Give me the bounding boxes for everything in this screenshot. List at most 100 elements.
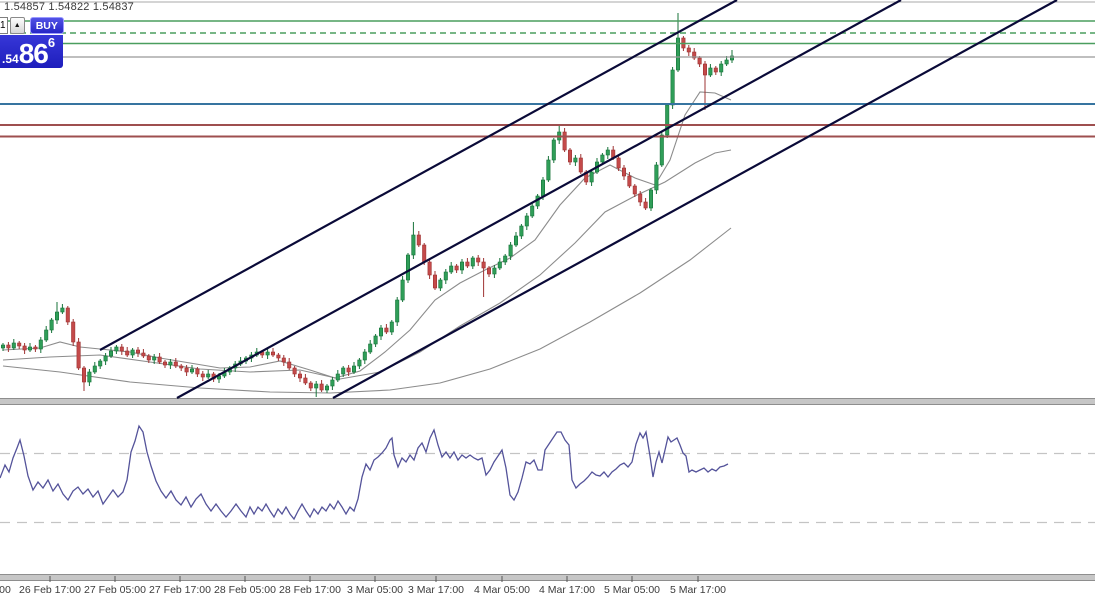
candle-bull [368,343,373,353]
candle-bull [130,349,135,356]
candle-bull [373,335,378,345]
candle-bear [616,157,621,169]
one-click-trading-widget: 1 ▲ BUY .54 86 6 [0,17,64,68]
candle-bear [567,149,572,163]
candle-bull [114,346,119,352]
candle-bear [308,382,313,389]
candle-bear [136,349,141,354]
trendline [176,0,902,399]
candle-bear [65,307,70,323]
time-axis-label: 3 Mar 17:00 [407,584,465,596]
candle-bull [719,63,724,73]
candle-bull [411,234,416,256]
buy-price-display[interactable]: .54 86 6 [0,35,63,68]
candle-bull [508,244,513,257]
candle-bear [6,344,11,349]
candle-bear [632,185,637,195]
candle-bear [713,67,718,73]
candle-bull [362,351,367,361]
candle-bear [17,342,22,347]
candle-bull [530,205,535,217]
candle-bear [157,356,162,363]
candle-bear [454,265,459,271]
candle-bull [11,342,16,349]
time-axis-label: 28 Feb 17:00 [279,584,341,596]
buy-button[interactable]: BUY [29,17,64,34]
candle-bear [686,47,691,53]
candle-bear [195,368,200,375]
candle-bull [524,215,529,227]
candle-bull [265,351,270,356]
candle-bull [38,339,43,350]
candle-bull [729,55,734,61]
candle-bear [465,261,470,267]
candle-bear [476,257,481,263]
candle-bull [389,321,394,333]
time-axis-label: 27 Feb 17:00 [149,584,211,596]
candle-bull [519,225,524,237]
candle-bear [76,341,81,369]
time-axis-label: 4 Mar 17:00 [538,584,596,596]
candle-bull [103,355,108,362]
time-axis-label: 28 Feb 05:00 [214,584,276,596]
candle-bull [503,255,508,263]
candle-bull [438,279,443,289]
candle-bull [470,257,475,267]
time-axis-label: 4 Mar 05:00 [473,584,531,596]
candle-bear [702,63,707,76]
candle-bear [141,352,146,357]
candle-bull [335,373,340,381]
candle-bear [146,355,151,361]
candle-bull [330,379,335,387]
trendline [332,0,1058,399]
candle-bull [60,307,65,313]
panel-separator [0,574,1095,581]
candle-bull [654,164,659,191]
candle-bull [459,261,464,271]
candle-bull [605,149,610,156]
candle-bull [546,159,551,181]
candle-bull [573,157,578,163]
candle-bull [449,265,454,273]
candle-bull [513,235,518,246]
candle-bull [659,134,664,166]
candle-bull [600,154,605,163]
candle-bull [152,356,157,361]
candle-bull [378,327,383,337]
candle-bear [173,361,178,367]
candle-bull [540,179,545,197]
candle-bear [384,327,389,333]
lot-size-input[interactable]: 1 [0,17,8,34]
candle-bull [324,385,329,391]
ma-slow [2,227,732,394]
candle-bear [82,367,87,383]
candle-bull [44,329,49,341]
candle-bull [670,69,675,106]
candle-bear [319,383,324,391]
candle-bear [416,234,421,246]
candle-bear [627,175,632,187]
time-axis-label: 3 Mar 05:00 [346,584,404,596]
time-axis-label: 26 Feb 17:00 [19,584,81,596]
candle-bear [270,351,275,356]
candle-bull [351,365,356,373]
candle-bull [665,104,670,136]
candle-bear [346,367,351,373]
candle-bear [292,367,297,375]
candle-bull [27,346,32,351]
time-axis-label: 5 Mar 17:00 [669,584,727,596]
candle-bull [49,319,54,331]
candle-bull [190,368,195,373]
buy-price-pipette: 6 [47,35,56,50]
candle-bull [395,299,400,323]
lot-increase-button[interactable]: ▲ [9,17,25,34]
candle-bear [692,51,697,59]
candle-bear [179,365,184,369]
candle-bull [357,359,362,367]
candle-bull [400,279,405,301]
candle-bear [427,261,432,276]
candle-bear [33,346,38,350]
candle-bull [551,139,556,161]
